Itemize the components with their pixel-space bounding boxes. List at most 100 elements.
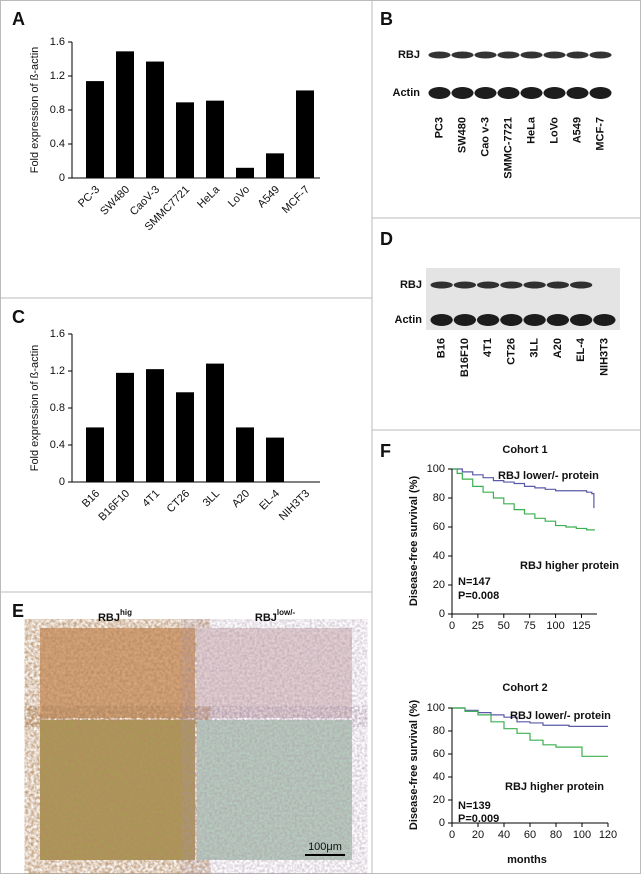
x-tick-label: MCF-7 [280,184,312,216]
x-tick-label: 80 [550,829,562,841]
y-tick-label: 1.6 [50,328,65,340]
image-texture [40,628,195,718]
lane-label: B16 [436,338,448,358]
lane-label: SMMC-7721 [502,117,514,179]
image-texture [40,720,195,860]
panel-letter: C [12,307,25,327]
annotation: RBJ lower/- protein [498,470,599,482]
y-axis-label: Fold expression of ß-actin [29,345,41,472]
blot-band [589,87,612,99]
lane-label: Cao v-3 [479,117,491,157]
lane-label: EL-4 [575,337,587,362]
survival-curve [452,468,595,531]
x-tick-label: 100 [546,620,564,632]
y-tick-label: 80 [433,725,445,737]
x-tick-label: 100 [573,829,591,841]
x-tick-label: 40 [498,829,510,841]
annotation: RBJ higher protein [505,781,604,793]
blot-band [451,51,474,59]
survival-curve [452,707,608,757]
y-tick-label: 100 [427,702,445,714]
chart-title: Cohort 2 [502,682,547,694]
lane-label: CT26 [505,338,517,365]
x-axis-label: months [507,854,547,866]
bar [116,51,134,178]
blot-row-label: Actin [395,314,423,326]
blot-band [476,314,500,326]
blot-row-label: RBJ [400,279,422,291]
y-axis-label: Disease-free survival (%) [408,700,420,831]
blot-band [430,314,453,326]
label-superscript: hig [120,608,132,617]
label-base: RBJ [98,612,120,624]
y-tick-label: 0.4 [50,138,65,150]
blot-row-label: Actin [393,87,421,99]
blot-band [543,87,566,99]
chart-title: Cohort 1 [502,444,547,456]
x-tick-label: 3LL [201,488,222,509]
y-tick-label: 0 [439,608,445,620]
y-tick-label: 0.4 [50,439,65,451]
image-texture [197,628,352,718]
blot-band [497,51,520,59]
blot-band [520,51,543,59]
x-tick-label: NIH3T3 [277,488,312,523]
lane-label: SW480 [456,117,468,153]
y-tick-label: 20 [433,794,445,806]
blot-band [500,281,523,289]
annotation: N=139 [458,800,491,812]
y-axis-label: Fold expression of ß-actin [29,47,41,174]
lane-label: 4T1 [482,338,494,357]
x-tick-label: 50 [498,620,510,632]
blot-band [569,281,593,289]
lane-label: LoVo [548,117,560,144]
y-axis-label: Disease-free survival (%) [408,476,420,607]
y-tick-label: 20 [433,579,445,591]
y-tick-label: 1.2 [50,365,65,377]
x-tick-label: 0 [449,620,455,632]
bar [86,427,104,482]
blot-band [476,281,500,289]
bar [206,363,224,482]
survival-curve [452,468,595,509]
bar [236,167,254,178]
blot-band [566,87,589,99]
x-tick-label: 125 [572,620,590,632]
lane-label: A549 [571,117,583,143]
annotation: P=0.009 [458,813,499,825]
blot-band [430,281,453,289]
scale-bar-label: 100μm [308,841,342,853]
x-tick-label: 0 [449,829,455,841]
bar [206,100,224,178]
label-base: RBJ [255,612,277,624]
blot-row-label: RBJ [398,49,420,61]
x-tick-label: 4T1 [140,488,162,510]
bar [236,427,254,482]
x-tick-label: SW480 [98,184,132,218]
blot-band [543,51,566,59]
bar [176,392,194,482]
blot-band [474,51,497,59]
lane-label: MCF-7 [594,117,606,151]
blot-band [520,87,543,99]
x-tick-label: EL-4 [257,488,282,513]
column-label: RBJhig [98,608,132,624]
annotation: RBJ lower/- protein [510,710,611,722]
bar [266,153,284,178]
x-tick-label: CT26 [165,488,193,516]
x-tick-label: A549 [256,184,283,211]
blot-band [593,314,616,326]
annotation: RBJ higher protein [520,560,619,572]
x-tick-label: PC-3 [76,184,102,210]
blot-band [497,87,520,99]
bar [116,372,134,482]
lane-label: HeLa [525,116,537,144]
bar [296,90,314,178]
bar [176,102,194,178]
blot-band [428,51,451,59]
blot-band [569,314,593,326]
y-tick-label: 1.6 [50,36,65,48]
lane-label: NIH3T3 [598,338,610,376]
blot-band [523,314,546,326]
